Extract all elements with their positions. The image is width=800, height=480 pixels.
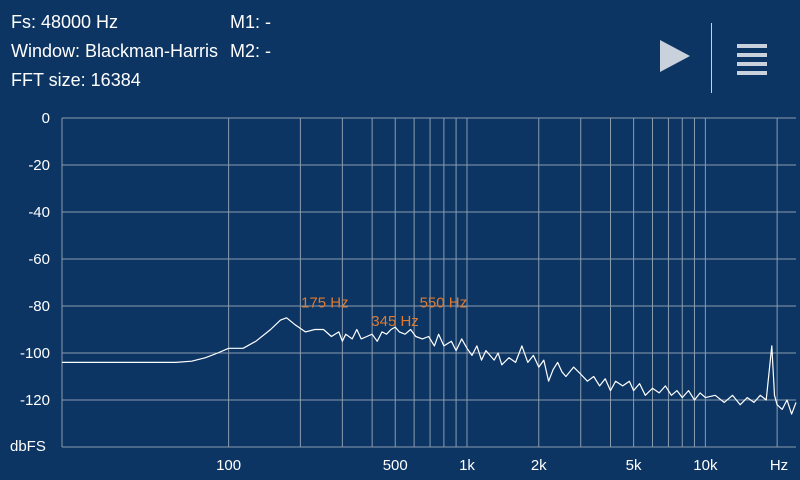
y-tick-label: -60 <box>28 251 50 268</box>
peak-label: 175 Hz <box>301 294 349 311</box>
x-tick-label: 100 <box>216 457 241 474</box>
play-icon <box>660 40 690 72</box>
menu-button[interactable] <box>736 41 768 77</box>
y-tick-label: -120 <box>20 392 50 409</box>
y-tick-label: 0 <box>42 110 50 127</box>
info-panel: Fs: 48000 Hz Window: Blackman-Harris FFT… <box>11 8 218 95</box>
toolbar-divider <box>711 23 712 93</box>
peak-label: 550 Hz <box>420 294 468 311</box>
toolbar <box>650 20 800 96</box>
spectrum-trace <box>62 317 797 415</box>
hamburger-menu-icon <box>737 44 767 75</box>
x-tick-label: 1k <box>459 457 475 474</box>
fft-size-label: FFT size: 16384 <box>11 70 141 90</box>
play-button[interactable] <box>658 38 692 74</box>
y-tick-label: -40 <box>28 204 50 221</box>
x-tick-label: 10k <box>693 457 718 474</box>
window-label: Window: Blackman-Harris <box>11 41 219 61</box>
marker-2-label: M2: - <box>230 41 272 61</box>
marker-panel: M1: - M2: - <box>230 8 271 66</box>
y-tick-label: -80 <box>28 298 50 315</box>
y-axis-unit-label: dbFS <box>10 438 46 455</box>
marker-1-label: M1: - <box>230 12 272 32</box>
x-tick-label: 5k <box>626 457 642 474</box>
x-axis-unit-label: Hz <box>770 457 788 474</box>
peak-label: 345 Hz <box>371 313 419 330</box>
sample-rate-label: Fs: 48000 Hz <box>11 12 119 32</box>
x-tick-label: 2k <box>531 457 547 474</box>
y-tick-label: -20 <box>28 157 50 174</box>
y-tick-label: -100 <box>20 345 50 362</box>
x-tick-label: 500 <box>383 457 408 474</box>
